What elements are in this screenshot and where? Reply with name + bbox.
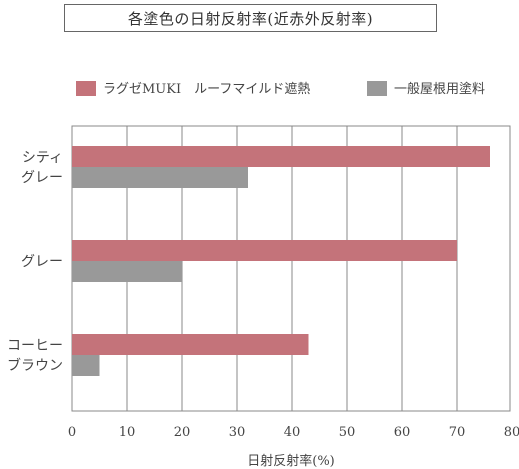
x-tick-label-60: 60: [394, 425, 411, 440]
bar-2-1: [72, 167, 248, 188]
x-tick-label-0: 0: [68, 425, 76, 440]
x-tick-label-20: 20: [174, 425, 191, 440]
legend-label-2: 一般屋根用塗料: [394, 81, 485, 97]
legend-swatch-2: [367, 81, 387, 96]
category-label-3-line-2: ブラウン: [7, 357, 63, 374]
bar-2-3: [72, 355, 100, 376]
x-tick-label-50: 50: [339, 425, 356, 440]
x-axis-title: 日射反射率(%): [247, 453, 335, 469]
bar-1-3: [72, 334, 309, 355]
legend-swatch-1: [76, 81, 96, 96]
x-tick-label-10: 10: [119, 425, 136, 440]
category-label-1-line-2: グレー: [21, 170, 63, 186]
chart-title: 各塗色の日射反射率(近赤外反射率): [64, 4, 437, 32]
category-label-2: グレー: [21, 254, 63, 270]
x-tick-label-30: 30: [229, 425, 246, 440]
legend-label-1: ラグゼMUKI ルーフマイルド遮熱: [103, 81, 310, 97]
category-label-1-line-1: シティ: [22, 150, 63, 166]
bar-2-2: [72, 261, 182, 282]
x-tick-label-80: 80: [504, 425, 519, 440]
bar-1-1: [72, 146, 490, 167]
bar-1-2: [72, 240, 457, 261]
x-tick-label-40: 40: [284, 425, 301, 440]
x-tick-label-70: 70: [449, 425, 466, 440]
category-label-3-line-1: コーヒー: [7, 338, 63, 354]
